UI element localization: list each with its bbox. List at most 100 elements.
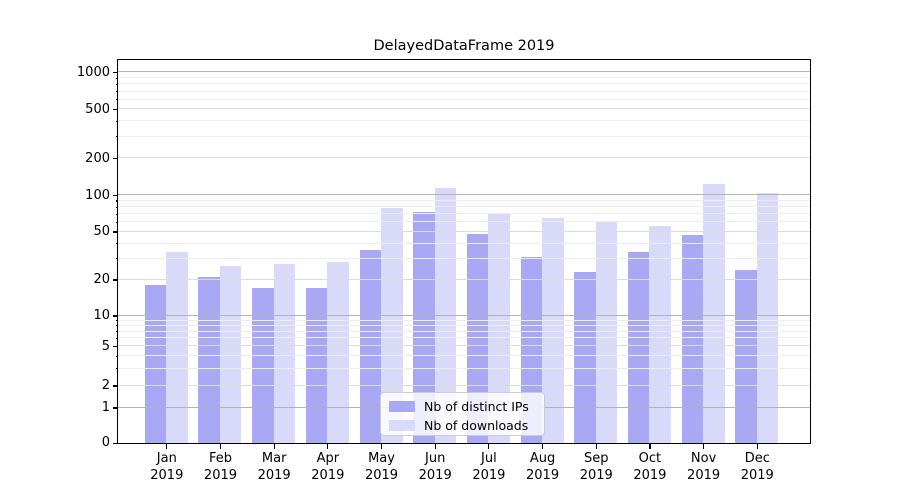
legend-label-downloads: Nb of downloads bbox=[424, 418, 529, 433]
y-gridline-2 bbox=[117, 384, 810, 386]
y-gridline-minor-70 bbox=[117, 213, 810, 215]
y-tick-mark-50 bbox=[113, 231, 118, 233]
plot-inner bbox=[117, 60, 810, 443]
bar-distinct-ips-may bbox=[359, 250, 382, 443]
bar-downloads-nov bbox=[703, 183, 725, 443]
y-tick-label-5: 5 bbox=[101, 338, 110, 354]
legend-label-distinct-ips: Nb of distinct IPs bbox=[424, 399, 529, 414]
y-gridline-minor-300 bbox=[117, 135, 810, 137]
y-gridline-500 bbox=[117, 108, 810, 110]
y-gridline-minor-6 bbox=[117, 337, 810, 339]
x-tick-month: Mar bbox=[261, 451, 287, 466]
bar-downloads-feb bbox=[219, 265, 242, 443]
legend-swatch-distinct-ips bbox=[389, 401, 415, 412]
bar-distinct-ips-feb bbox=[198, 276, 220, 443]
bar-downloads-oct bbox=[649, 226, 671, 443]
legend-swatch-downloads bbox=[389, 420, 415, 431]
x-tick-month: Aug bbox=[529, 451, 556, 466]
x-tick-month: Oct bbox=[638, 451, 662, 466]
y-gridline-minor-400 bbox=[117, 120, 810, 122]
x-tick-label-jul: Jul 2019 bbox=[459, 450, 519, 484]
x-tick-label-apr: Apr 2019 bbox=[298, 450, 358, 484]
y-gridline-minor-60 bbox=[117, 221, 810, 223]
y-gridline-minor-7 bbox=[117, 330, 810, 332]
legend: Nb of distinct IPs Nb of downloads bbox=[380, 392, 545, 436]
y-gridline-100 bbox=[117, 194, 810, 196]
x-tick-mark-jul bbox=[488, 444, 490, 449]
y-gridline-20 bbox=[117, 278, 810, 280]
y-gridline-minor-9 bbox=[117, 319, 810, 321]
y-tick-mark-0 bbox=[113, 442, 118, 444]
y-gridline-minor-600 bbox=[117, 98, 810, 100]
y-minor-tick-mark-600 bbox=[115, 99, 118, 101]
y-tick-mark-10 bbox=[113, 315, 118, 317]
bar-distinct-ips-mar bbox=[252, 287, 274, 443]
bar-downloads-sep bbox=[595, 221, 618, 443]
x-tick-year: 2019 bbox=[150, 468, 184, 483]
x-tick-mark-feb bbox=[219, 444, 222, 449]
x-tick-month: May bbox=[368, 451, 395, 466]
x-tick-label-jan: Jan 2019 bbox=[137, 450, 197, 484]
chart-title: DelayedDataFrame 2019 bbox=[373, 38, 555, 54]
x-tick-month: Jan bbox=[156, 451, 177, 466]
x-tick-month: Feb bbox=[208, 451, 232, 466]
y-tick-mark-20 bbox=[113, 279, 118, 281]
y-tick-label-1000: 1000 bbox=[76, 64, 110, 80]
y-gridline-minor-8 bbox=[117, 324, 810, 326]
x-tick-label-may: May 2019 bbox=[352, 450, 412, 484]
y-tick-mark-500 bbox=[113, 108, 118, 111]
y-gridline-200 bbox=[117, 157, 810, 159]
plot-area bbox=[116, 58, 811, 444]
y-minor-tick-mark-80 bbox=[115, 206, 118, 208]
x-tick-year: 2019 bbox=[633, 468, 667, 483]
legend-entry-distinct-ips: Nb of distinct IPs bbox=[389, 398, 544, 415]
y-gridline-minor-900 bbox=[117, 77, 810, 79]
x-tick-month: Jul bbox=[481, 451, 497, 466]
y-minor-tick-mark-400 bbox=[115, 120, 118, 123]
x-tick-month: Jun bbox=[425, 451, 446, 466]
x-tick-mark-apr bbox=[327, 444, 329, 449]
x-tick-year: 2019 bbox=[311, 468, 345, 483]
y-gridline-minor-40 bbox=[117, 242, 810, 244]
x-tick-label-feb: Feb 2019 bbox=[190, 450, 250, 484]
bar-distinct-ips-sep bbox=[574, 272, 596, 443]
y-minor-tick-mark-9 bbox=[115, 320, 118, 322]
x-tick-year: 2019 bbox=[740, 468, 774, 483]
bar-downloads-aug bbox=[542, 217, 564, 443]
y-tick-label-2: 2 bbox=[101, 378, 110, 393]
y-minor-tick-mark-700 bbox=[115, 90, 118, 93]
y-minor-tick-mark-300 bbox=[115, 136, 118, 138]
y-tick-label-0: 0 bbox=[101, 435, 110, 451]
bar-distinct-ips-oct bbox=[627, 251, 650, 443]
y-minor-tick-mark-90 bbox=[115, 200, 118, 202]
x-tick-month: Sep bbox=[583, 451, 609, 466]
bar-downloads-mar bbox=[273, 263, 296, 443]
x-tick-label-nov: Nov 2019 bbox=[674, 450, 734, 484]
y-tick-mark-200 bbox=[113, 157, 118, 160]
x-tick-year: 2019 bbox=[526, 468, 560, 483]
x-tick-year: 2019 bbox=[203, 468, 238, 483]
y-minor-tick-mark-40 bbox=[115, 243, 118, 245]
bar-downloads-dec bbox=[756, 193, 779, 443]
x-tick-year: 2019 bbox=[687, 468, 721, 483]
x-tick-mark-oct bbox=[649, 444, 651, 449]
y-minor-tick-mark-8 bbox=[115, 325, 118, 327]
y-gridline-minor-90 bbox=[117, 200, 810, 202]
bar-distinct-ips-dec bbox=[735, 269, 757, 443]
y-gridline-50 bbox=[117, 230, 810, 232]
y-tick-label-1: 1 bbox=[101, 400, 110, 415]
y-gridline-minor-80 bbox=[117, 206, 810, 208]
x-tick-mark-nov bbox=[703, 444, 705, 449]
y-tick-label-20: 20 bbox=[93, 272, 110, 287]
y-tick-label-100: 100 bbox=[85, 187, 110, 203]
y-tick-mark-5 bbox=[113, 345, 118, 348]
y-minor-tick-mark-70 bbox=[115, 213, 118, 215]
y-minor-tick-mark-900 bbox=[115, 77, 118, 79]
x-tick-mark-jun bbox=[434, 444, 436, 449]
x-tick-year: 2019 bbox=[579, 468, 613, 483]
x-tick-label-aug: Aug 2019 bbox=[513, 450, 573, 484]
x-tick-label-sep: Sep 2019 bbox=[566, 450, 626, 484]
y-minor-tick-mark-6 bbox=[115, 337, 118, 340]
y-tick-mark-1000 bbox=[113, 71, 118, 74]
x-tick-mark-jan bbox=[166, 444, 168, 449]
